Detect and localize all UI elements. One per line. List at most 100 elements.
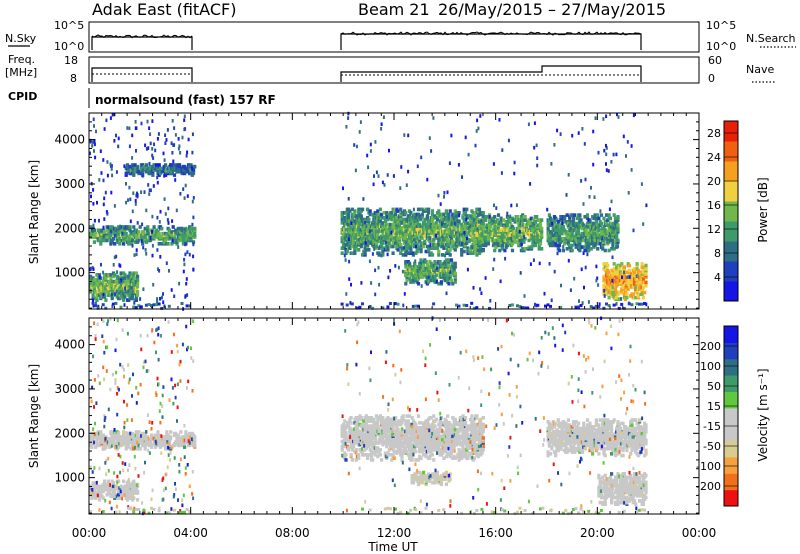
echo-cell xyxy=(348,277,351,281)
echo-cell xyxy=(611,279,614,283)
echo-cell xyxy=(601,247,605,251)
echo-cell xyxy=(131,244,134,248)
echo-cell xyxy=(119,264,122,268)
echo-cell xyxy=(627,284,631,288)
echo-cell xyxy=(430,212,435,217)
echo-cell xyxy=(615,302,618,306)
echo-cell xyxy=(192,215,195,220)
echo-cell xyxy=(180,226,184,231)
echo-cell xyxy=(166,242,170,246)
echo-cell xyxy=(156,443,160,448)
echo-cell xyxy=(136,221,139,225)
echo-cell xyxy=(416,281,421,286)
echo-cell xyxy=(151,253,154,258)
echo-cell xyxy=(628,275,631,279)
echo-cell xyxy=(164,141,167,145)
echo-cell xyxy=(583,142,586,146)
echo-cell xyxy=(363,251,367,255)
echo-cell xyxy=(380,212,384,217)
echo-cell xyxy=(547,213,551,217)
echo-cell xyxy=(106,173,109,178)
echo-cell xyxy=(135,193,138,198)
echo-cell xyxy=(364,429,368,434)
echo-cell xyxy=(407,169,410,174)
echo-cell xyxy=(561,221,564,226)
echo-cell xyxy=(472,286,475,290)
echo-cell xyxy=(425,244,429,249)
echo-cell xyxy=(538,241,543,246)
echo-cell xyxy=(640,302,644,306)
echo-cell xyxy=(124,283,128,287)
echo-cell xyxy=(474,143,477,148)
echo-cell xyxy=(183,257,186,262)
echo-cell xyxy=(184,294,187,298)
echo-cell xyxy=(411,304,415,308)
echo-cell xyxy=(119,305,123,309)
echo-cell xyxy=(570,243,574,248)
echo-cell xyxy=(463,230,466,235)
echo-cell xyxy=(344,453,348,457)
echo-cell xyxy=(499,279,502,284)
echo-cell xyxy=(533,220,537,224)
echo-cell xyxy=(147,146,150,150)
echo-cell xyxy=(641,285,645,290)
echo-cell xyxy=(174,178,177,182)
echo-cell xyxy=(391,214,395,218)
echo-cell xyxy=(430,216,435,220)
echo-cell xyxy=(122,479,126,484)
echo-cell xyxy=(367,165,370,170)
echo-cell xyxy=(385,215,388,219)
power-x-ticks xyxy=(88,113,700,309)
echo-cell xyxy=(102,178,105,183)
echo-cell xyxy=(164,212,167,216)
echo-cell xyxy=(104,190,107,195)
echo-cell xyxy=(580,179,583,183)
echo-cell xyxy=(191,166,193,171)
echo-cell xyxy=(616,223,620,227)
echo-cell xyxy=(97,288,102,292)
echo-cell xyxy=(361,253,365,257)
echo-cell xyxy=(401,253,405,257)
echo-cell xyxy=(536,303,540,307)
freq-panel: Freq. [MHz] 18 8 60 0 Nave xyxy=(5,53,776,85)
echo-cell xyxy=(92,228,96,233)
echo-cell xyxy=(621,275,623,280)
echo-cell xyxy=(516,215,520,219)
echo-cell xyxy=(106,479,110,484)
echo-cell xyxy=(170,169,174,174)
echo-cell xyxy=(523,215,527,219)
echo-cell xyxy=(106,212,109,216)
y-tick-label: 4000 xyxy=(54,133,85,147)
echo-cell xyxy=(630,168,633,172)
colorbar-tick-label: 28 xyxy=(707,127,721,140)
echo-cell xyxy=(477,241,482,246)
echo-cell xyxy=(440,222,443,227)
echo-cell xyxy=(584,228,588,232)
echo-cell xyxy=(156,215,159,220)
echo-cell xyxy=(457,211,461,215)
echo-cell xyxy=(548,262,551,266)
echo-cell xyxy=(594,304,598,308)
echo-cell xyxy=(105,238,109,243)
echo-cell xyxy=(625,270,629,275)
echo-cell xyxy=(188,304,192,308)
echo-cell xyxy=(156,180,159,185)
echo-cell xyxy=(172,173,177,177)
echo-cell xyxy=(577,305,580,309)
echo-cell xyxy=(187,137,190,142)
echo-cell xyxy=(128,144,131,149)
echo-cell xyxy=(167,221,170,225)
colorbar-frame xyxy=(723,120,739,302)
echo-cell xyxy=(605,114,608,119)
echo-cell xyxy=(378,282,381,287)
echo-cell xyxy=(557,248,562,253)
freq-trace-2 xyxy=(340,65,642,82)
echo-cell xyxy=(344,258,347,262)
echo-cell xyxy=(128,225,132,229)
echo-cell xyxy=(374,441,379,445)
echo-cell xyxy=(550,298,553,303)
echo-cell xyxy=(453,265,457,269)
echo-cell xyxy=(553,269,556,274)
echo-cell xyxy=(125,491,130,495)
echo-cell xyxy=(162,300,165,304)
